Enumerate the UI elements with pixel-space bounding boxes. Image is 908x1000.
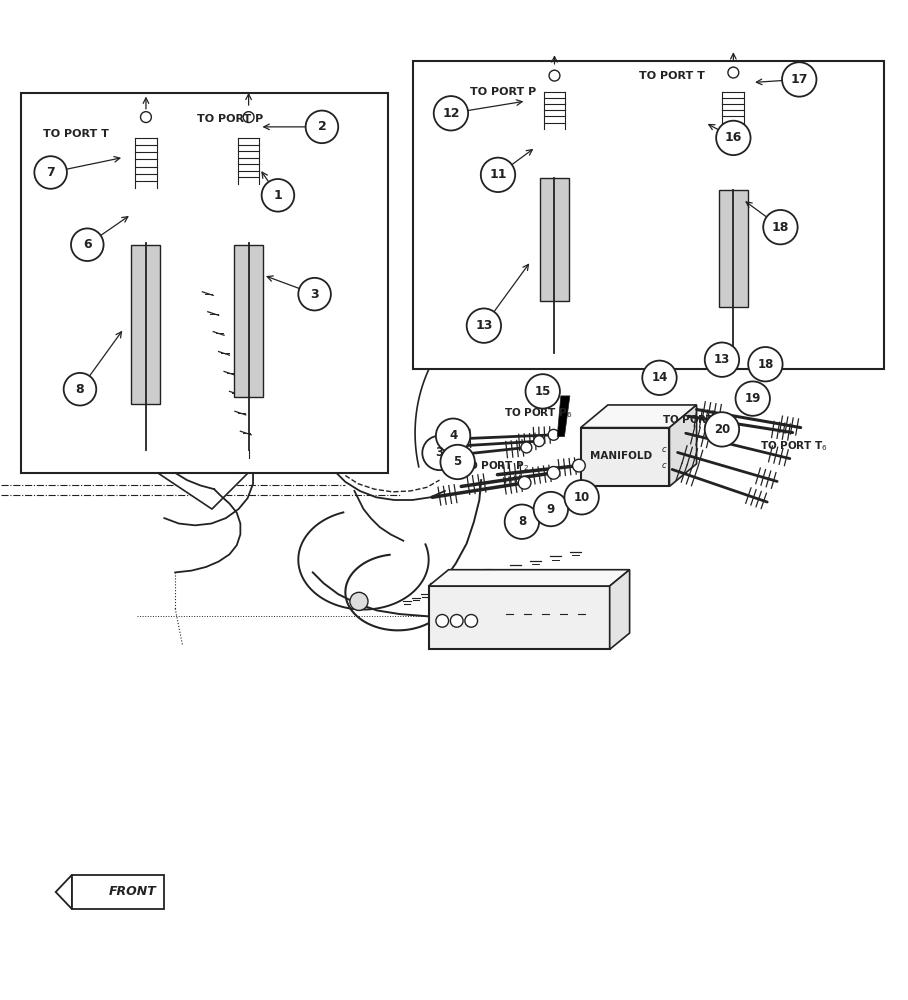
Polygon shape	[429, 570, 629, 586]
Text: TO PORT T$_{6}$: TO PORT T$_{6}$	[760, 439, 828, 453]
Circle shape	[782, 62, 816, 97]
Circle shape	[299, 278, 331, 310]
Polygon shape	[581, 405, 696, 428]
Circle shape	[705, 412, 739, 447]
Text: 19: 19	[745, 392, 761, 405]
Circle shape	[705, 342, 739, 377]
Circle shape	[642, 361, 676, 395]
Text: 11: 11	[489, 168, 507, 181]
Circle shape	[728, 67, 739, 78]
Circle shape	[243, 112, 254, 123]
Circle shape	[436, 419, 470, 453]
Polygon shape	[609, 570, 629, 649]
Circle shape	[735, 381, 770, 416]
Text: 18: 18	[772, 221, 789, 234]
Bar	[540, 178, 569, 301]
Text: 16: 16	[725, 131, 742, 144]
Circle shape	[141, 112, 152, 123]
Text: TO PORT T: TO PORT T	[639, 71, 706, 81]
Circle shape	[350, 592, 368, 610]
Text: FRONT: FRONT	[109, 885, 156, 898]
Bar	[21, 93, 388, 473]
Text: TO PORT T: TO PORT T	[44, 129, 109, 139]
Text: 1: 1	[273, 189, 282, 202]
Text: TO PORT T$_{2}$: TO PORT T$_{2}$	[662, 413, 730, 427]
Circle shape	[35, 156, 67, 189]
Circle shape	[436, 615, 449, 627]
Polygon shape	[55, 875, 72, 909]
Circle shape	[534, 492, 568, 526]
Text: TO PORT P: TO PORT P	[197, 114, 263, 124]
Bar	[581, 428, 669, 486]
Text: 13: 13	[475, 319, 492, 332]
Text: 4: 4	[449, 429, 458, 442]
Circle shape	[534, 436, 545, 447]
Circle shape	[434, 96, 469, 130]
Circle shape	[549, 70, 560, 81]
Circle shape	[548, 467, 560, 479]
Text: 3: 3	[436, 446, 444, 459]
Circle shape	[505, 505, 539, 539]
Text: 18: 18	[757, 358, 774, 371]
Text: 8: 8	[75, 383, 84, 396]
Text: 14: 14	[651, 371, 667, 384]
Circle shape	[422, 436, 457, 470]
Circle shape	[518, 476, 531, 489]
Circle shape	[465, 615, 478, 627]
Circle shape	[262, 179, 294, 212]
Polygon shape	[558, 396, 570, 437]
Polygon shape	[669, 405, 696, 486]
Text: TO PORT P: TO PORT P	[469, 87, 536, 97]
Text: TO PORT P$_{6}$: TO PORT P$_{6}$	[504, 406, 572, 420]
Text: 2: 2	[318, 120, 326, 133]
Text: 6: 6	[83, 238, 92, 251]
Text: 5: 5	[453, 455, 462, 468]
Text: TO PORT P$_{2}$: TO PORT P$_{2}$	[461, 459, 529, 473]
Text: 12: 12	[442, 107, 459, 120]
Bar	[132, 245, 161, 404]
Text: 15: 15	[535, 385, 551, 398]
Text: 3: 3	[311, 288, 319, 301]
Circle shape	[565, 480, 599, 514]
Text: c: c	[661, 461, 666, 470]
Text: 7: 7	[46, 166, 55, 179]
Text: MANIFOLD: MANIFOLD	[590, 451, 653, 461]
Text: 8: 8	[518, 515, 526, 528]
Circle shape	[748, 347, 783, 381]
Circle shape	[548, 429, 559, 440]
Bar	[413, 61, 884, 369]
Text: 13: 13	[714, 353, 730, 366]
Polygon shape	[158, 473, 248, 509]
Bar	[234, 245, 263, 397]
Circle shape	[450, 615, 463, 627]
Bar	[72, 875, 164, 909]
Circle shape	[716, 121, 751, 155]
Circle shape	[440, 445, 475, 479]
Bar	[719, 190, 748, 307]
Text: c: c	[661, 445, 666, 454]
Circle shape	[521, 442, 532, 453]
Circle shape	[481, 158, 515, 192]
Text: 17: 17	[791, 73, 808, 86]
Text: 9: 9	[547, 503, 555, 516]
Circle shape	[71, 228, 104, 261]
Circle shape	[306, 111, 338, 143]
Circle shape	[467, 308, 501, 343]
Bar	[429, 586, 609, 649]
Circle shape	[64, 373, 96, 405]
Circle shape	[526, 374, 560, 409]
Circle shape	[764, 210, 797, 244]
Circle shape	[573, 459, 586, 472]
Text: 10: 10	[574, 491, 590, 504]
Text: 20: 20	[714, 423, 730, 436]
